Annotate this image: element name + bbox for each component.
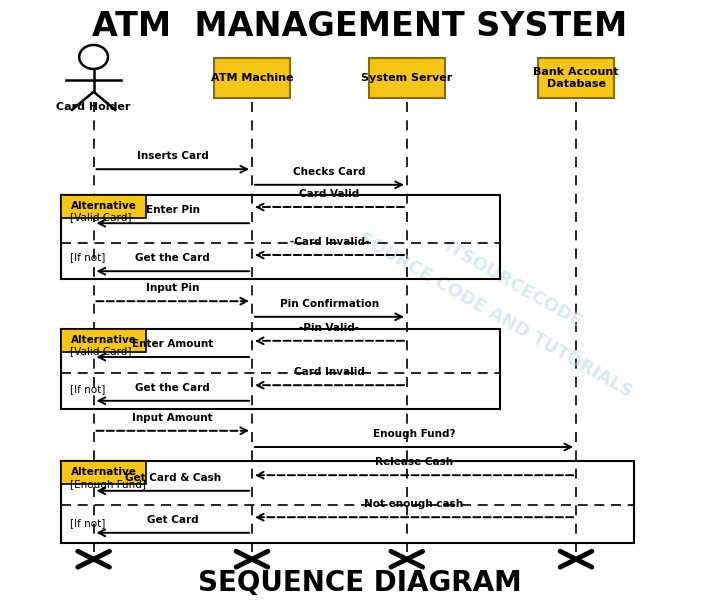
Text: -Pin Valid-: -Pin Valid-	[300, 323, 359, 333]
Text: Enter Amount: Enter Amount	[132, 339, 213, 349]
Text: Inserts Card: Inserts Card	[137, 151, 209, 161]
Text: [If not]: [If not]	[70, 518, 105, 528]
Text: Release Cash: Release Cash	[375, 457, 453, 467]
Text: Get the Card: Get the Card	[135, 253, 210, 263]
Bar	[61, 195, 146, 218]
Text: Enter Pin: Enter Pin	[145, 205, 199, 215]
Text: Alternative: Alternative	[71, 335, 137, 345]
Text: Card Valid: Card Valid	[300, 189, 359, 199]
Text: [Valid Card]: [Valid Card]	[70, 346, 131, 356]
Text: [If not]: [If not]	[70, 252, 105, 262]
Text: Get the Card: Get the Card	[135, 383, 210, 393]
Text: [Valid Card]: [Valid Card]	[70, 212, 131, 222]
Text: ATM  MANAGEMENT SYSTEM: ATM MANAGEMENT SYSTEM	[92, 10, 628, 43]
Bar	[369, 58, 444, 97]
Bar	[215, 58, 289, 97]
Text: [If not]: [If not]	[70, 384, 105, 394]
Bar	[61, 195, 500, 279]
Text: [Enough Fund]: [Enough Fund]	[70, 480, 146, 490]
Text: Checks Card: Checks Card	[293, 167, 366, 177]
Text: Alternative: Alternative	[71, 202, 137, 211]
Bar	[539, 58, 614, 97]
Text: Card Holder: Card Holder	[56, 102, 131, 112]
Text: Card Invalid: Card Invalid	[294, 367, 365, 377]
Text: Enough Fund?: Enough Fund?	[373, 429, 455, 439]
Text: Input Pin: Input Pin	[146, 283, 199, 293]
Text: -Card Invalid-: -Card Invalid-	[289, 237, 369, 247]
Bar	[61, 329, 500, 409]
Text: System Server: System Server	[361, 73, 452, 83]
Text: Input Amount: Input Amount	[132, 413, 213, 423]
Text: Get Card: Get Card	[147, 515, 199, 525]
Text: Alternative: Alternative	[71, 467, 137, 477]
Bar	[61, 461, 146, 484]
Text: Get Card & Cash: Get Card & Cash	[125, 473, 221, 483]
Bar	[61, 461, 634, 543]
Text: Bank Account
Database: Bank Account Database	[534, 67, 618, 89]
Text: ITSOURCECODE
SOURCE CODE AND TUTORIALS: ITSOURCECODE SOURCE CODE AND TUTORIALS	[355, 199, 653, 401]
Text: ATM Machine: ATM Machine	[211, 73, 293, 83]
Text: SEQUENCE DIAGRAM: SEQUENCE DIAGRAM	[198, 569, 522, 597]
Text: Not enough cash: Not enough cash	[364, 499, 464, 509]
Bar	[61, 329, 146, 352]
Text: Pin Confirmation: Pin Confirmation	[280, 299, 379, 309]
